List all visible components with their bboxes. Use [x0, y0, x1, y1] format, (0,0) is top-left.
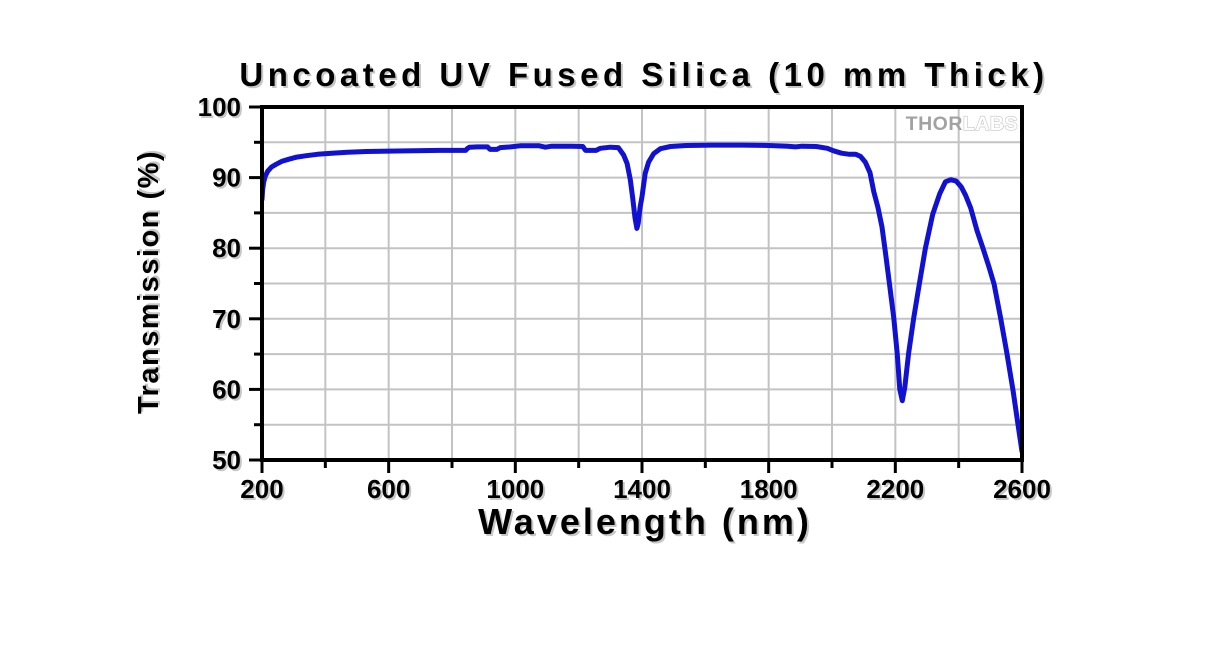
transmission-curve-layer — [260, 142, 1024, 454]
watermark-labs-text: LABS — [963, 113, 1018, 135]
y-tick-label: 90 — [212, 163, 241, 193]
watermark-thor-text: THOR — [906, 113, 963, 135]
x-tick-label: 200 — [240, 474, 283, 504]
y-axis-title: Transmission (%) — [133, 150, 165, 414]
axis-tick-marks — [249, 105, 1024, 473]
x-tick-label: 1000 — [486, 474, 544, 504]
transmission-curve — [260, 142, 1024, 454]
thorlabs-watermark: THORLABS — [906, 113, 1018, 135]
x-tick-label: 2600 — [993, 474, 1051, 504]
x-tick-label: 2200 — [866, 474, 924, 504]
y-tick-label: 80 — [212, 233, 241, 263]
x-tick-label: 1800 — [740, 474, 798, 504]
chart-title: Uncoated UV Fused Silica (10 mm Thick) — [239, 56, 1048, 93]
axis-tick-labels: 200 600 1000 1400 1800 2200 2600 50 60 70 80 90 100 — [198, 92, 1051, 504]
x-tick-label: 600 — [367, 474, 410, 504]
y-tick-label: 70 — [212, 304, 241, 334]
y-tick-label: 50 — [212, 445, 241, 475]
gridlines — [262, 107, 1022, 460]
y-tick-label: 60 — [212, 374, 241, 404]
x-axis-title: Wavelength (nm) — [478, 501, 812, 542]
x-tick-label: 1400 — [613, 474, 671, 504]
y-tick-label: 100 — [198, 92, 241, 122]
